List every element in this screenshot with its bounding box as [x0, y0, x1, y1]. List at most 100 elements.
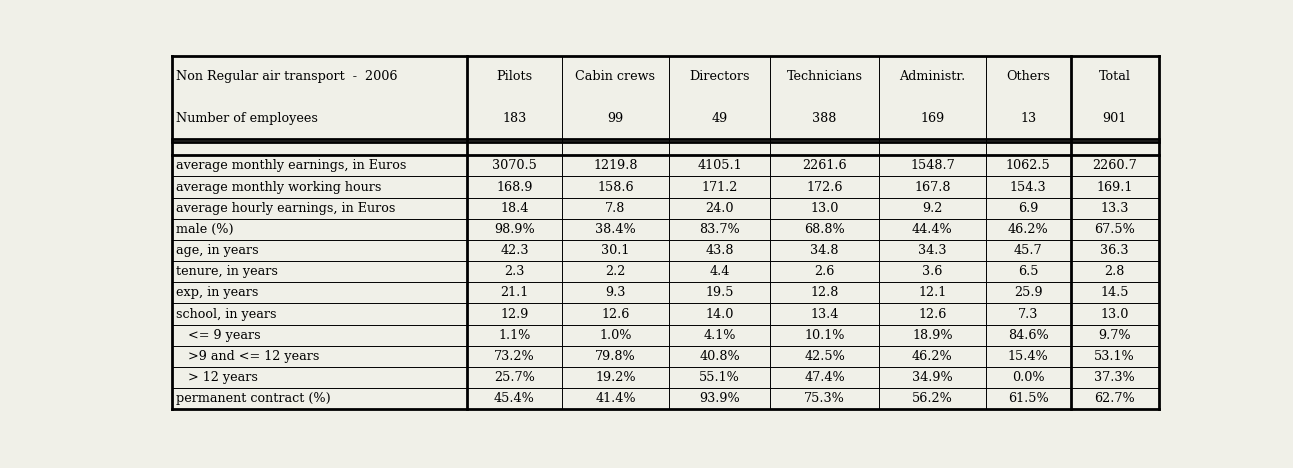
Text: 9.7%: 9.7%: [1098, 329, 1131, 342]
Text: > 12 years: > 12 years: [176, 371, 257, 384]
Text: 21.1: 21.1: [500, 286, 529, 300]
Text: 9.2: 9.2: [922, 202, 943, 215]
Text: 13.3: 13.3: [1100, 202, 1129, 215]
Text: 2.2: 2.2: [605, 265, 626, 278]
Text: 4.4: 4.4: [710, 265, 729, 278]
Text: 12.1: 12.1: [918, 286, 946, 300]
Text: <= 9 years: <= 9 years: [176, 329, 260, 342]
Text: 25.7%: 25.7%: [494, 371, 535, 384]
Text: 99: 99: [608, 112, 623, 125]
Text: 3.6: 3.6: [922, 265, 943, 278]
Text: 41.4%: 41.4%: [595, 392, 636, 405]
Text: 2.6: 2.6: [815, 265, 835, 278]
Text: Directors: Directors: [689, 70, 750, 83]
Text: 12.6: 12.6: [918, 307, 946, 321]
Text: 2261.6: 2261.6: [803, 159, 847, 172]
Text: 4105.1: 4105.1: [697, 159, 742, 172]
Text: 2.8: 2.8: [1104, 265, 1125, 278]
Text: 171.2: 171.2: [701, 181, 738, 193]
Text: 18.4: 18.4: [500, 202, 529, 215]
Text: 42.3: 42.3: [500, 244, 529, 257]
Text: 46.2%: 46.2%: [912, 350, 953, 363]
Text: 56.2%: 56.2%: [912, 392, 953, 405]
Text: 30.1: 30.1: [601, 244, 630, 257]
Text: 13.0: 13.0: [1100, 307, 1129, 321]
Text: 45.7: 45.7: [1014, 244, 1042, 257]
Text: 68.8%: 68.8%: [804, 223, 846, 236]
Text: 1219.8: 1219.8: [593, 159, 637, 172]
Text: permanent contract (%): permanent contract (%): [176, 392, 331, 405]
Text: 40.8%: 40.8%: [700, 350, 740, 363]
Text: 1548.7: 1548.7: [910, 159, 954, 172]
Text: 4.1%: 4.1%: [703, 329, 736, 342]
Text: average monthly working hours: average monthly working hours: [176, 181, 381, 193]
Text: 1.1%: 1.1%: [498, 329, 530, 342]
Text: Number of employees: Number of employees: [176, 112, 318, 125]
Text: 0.0%: 0.0%: [1012, 371, 1045, 384]
Text: 83.7%: 83.7%: [700, 223, 740, 236]
Text: 67.5%: 67.5%: [1094, 223, 1135, 236]
Text: 13.0: 13.0: [811, 202, 839, 215]
Text: 2260.7: 2260.7: [1093, 159, 1137, 172]
Text: 34.8: 34.8: [811, 244, 839, 257]
Text: Others: Others: [1006, 70, 1050, 83]
Text: 388: 388: [812, 112, 837, 125]
Text: 84.6%: 84.6%: [1007, 329, 1049, 342]
Text: 49: 49: [711, 112, 728, 125]
Text: average hourly earnings, in Euros: average hourly earnings, in Euros: [176, 202, 396, 215]
Text: 18.9%: 18.9%: [912, 329, 953, 342]
Text: 34.9%: 34.9%: [912, 371, 953, 384]
Text: 158.6: 158.6: [597, 181, 634, 193]
Text: 73.2%: 73.2%: [494, 350, 535, 363]
Text: 43.8: 43.8: [705, 244, 734, 257]
Text: Technicians: Technicians: [786, 70, 862, 83]
Text: 168.9: 168.9: [497, 181, 533, 193]
Text: 24.0: 24.0: [705, 202, 734, 215]
Text: 7.3: 7.3: [1018, 307, 1038, 321]
Text: 169.1: 169.1: [1096, 181, 1133, 193]
Text: 1062.5: 1062.5: [1006, 159, 1051, 172]
Text: 172.6: 172.6: [807, 181, 843, 193]
Text: 25.9: 25.9: [1014, 286, 1042, 300]
Text: 12.6: 12.6: [601, 307, 630, 321]
Text: Cabin crews: Cabin crews: [575, 70, 656, 83]
Text: Non Regular air transport  -  2006: Non Regular air transport - 2006: [176, 70, 397, 83]
Text: 183: 183: [503, 112, 526, 125]
Text: 10.1%: 10.1%: [804, 329, 844, 342]
Text: 13.4: 13.4: [811, 307, 839, 321]
Text: 79.8%: 79.8%: [595, 350, 636, 363]
Text: 14.5: 14.5: [1100, 286, 1129, 300]
Text: 53.1%: 53.1%: [1094, 350, 1135, 363]
Text: 36.3: 36.3: [1100, 244, 1129, 257]
Text: male (%): male (%): [176, 223, 233, 236]
Text: 37.3%: 37.3%: [1094, 371, 1135, 384]
Text: 93.9%: 93.9%: [700, 392, 740, 405]
Text: >9 and <= 12 years: >9 and <= 12 years: [176, 350, 319, 363]
Text: 15.4%: 15.4%: [1007, 350, 1049, 363]
Text: Total: Total: [1099, 70, 1130, 83]
Text: 3070.5: 3070.5: [493, 159, 537, 172]
Text: exp, in years: exp, in years: [176, 286, 259, 300]
Text: 19.2%: 19.2%: [595, 371, 636, 384]
Text: school, in years: school, in years: [176, 307, 277, 321]
Text: 42.5%: 42.5%: [804, 350, 846, 363]
Text: 12.9: 12.9: [500, 307, 529, 321]
Text: average monthly earnings, in Euros: average monthly earnings, in Euros: [176, 159, 406, 172]
Text: Pilots: Pilots: [497, 70, 533, 83]
Text: age, in years: age, in years: [176, 244, 259, 257]
Text: Administr.: Administr.: [899, 70, 966, 83]
Text: 44.4%: 44.4%: [912, 223, 953, 236]
Text: 9.3: 9.3: [605, 286, 626, 300]
Text: 19.5: 19.5: [705, 286, 734, 300]
Text: 7.8: 7.8: [605, 202, 626, 215]
Text: 6.5: 6.5: [1018, 265, 1038, 278]
Text: 61.5%: 61.5%: [1007, 392, 1049, 405]
Text: 14.0: 14.0: [706, 307, 733, 321]
Text: 2.3: 2.3: [504, 265, 525, 278]
Text: 901: 901: [1103, 112, 1126, 125]
Text: 46.2%: 46.2%: [1007, 223, 1049, 236]
Text: 169: 169: [921, 112, 944, 125]
Text: 13: 13: [1020, 112, 1036, 125]
Text: 38.4%: 38.4%: [595, 223, 636, 236]
Text: 1.0%: 1.0%: [599, 329, 632, 342]
